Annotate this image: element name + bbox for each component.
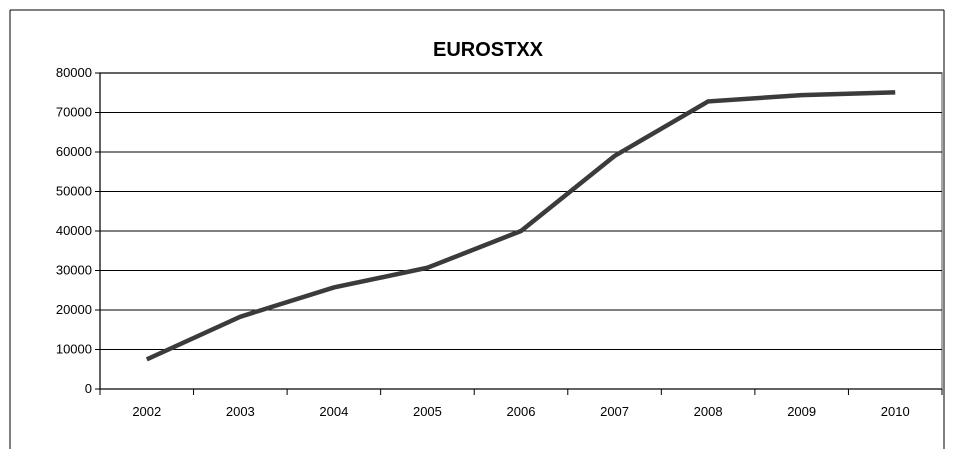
x-tick-label: 2002 [132, 404, 161, 419]
y-tick-label: 0 [85, 381, 92, 396]
x-tick-label: 2003 [226, 404, 255, 419]
plot-area: 0 10000 20000 30000 40000 50000 60000 70000 8000… [56, 65, 942, 419]
y-tick-label: 70000 [56, 105, 92, 120]
x-tick-label: 2006 [507, 404, 536, 419]
x-tick-label: 2008 [694, 404, 723, 419]
x-tick-label: 2007 [600, 404, 629, 419]
x-tick-label: 2005 [413, 404, 442, 419]
x-tick-label: 2004 [319, 404, 348, 419]
chart-title: EUROSTXX [433, 39, 544, 61]
y-tick-label: 20000 [56, 302, 92, 317]
y-tick-label: 10000 [56, 342, 92, 357]
y-tick-label: 40000 [56, 223, 92, 238]
x-tick-label: 2009 [787, 404, 816, 419]
y-tick-label: 30000 [56, 263, 92, 278]
y-tick-label: 50000 [56, 184, 92, 199]
y-tick-label: 80000 [56, 65, 92, 80]
x-tick-label: 2010 [881, 404, 910, 419]
y-tick-label: 60000 [56, 144, 92, 159]
